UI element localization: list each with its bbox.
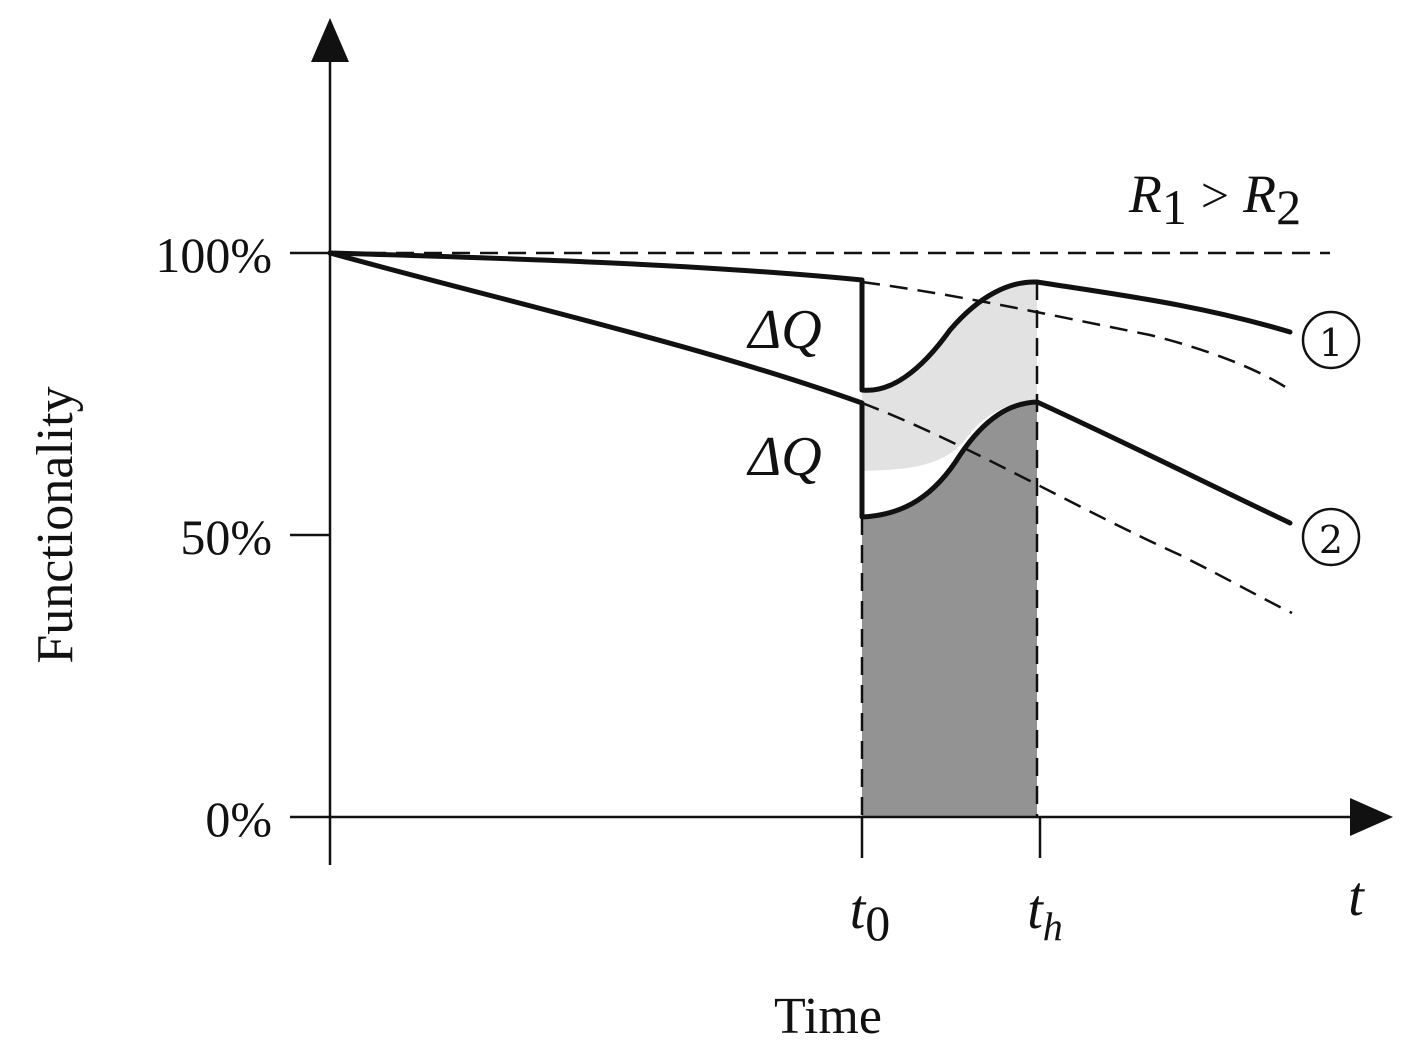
y-axis-arrowhead — [311, 18, 349, 62]
x-tick-label-th: th — [1027, 879, 1063, 949]
relation-r2-sub: 2 — [1276, 179, 1301, 235]
curve-2-marker-label: 2 — [1319, 518, 1343, 562]
curve-1-marker-circle — [1301, 310, 1361, 370]
relation-r1-sub: 1 — [1162, 179, 1187, 235]
y-tick-label-100: 100% — [155, 227, 272, 283]
x-tick-label-t0: t0 — [850, 879, 891, 951]
th-subscript: h — [1043, 904, 1063, 949]
relation-operator: > — [1201, 167, 1229, 223]
x-axis-label: Time — [774, 988, 882, 1045]
relation-r2: R — [1242, 164, 1276, 224]
relation-r1: R — [1128, 164, 1162, 224]
curve-1-solid — [327, 250, 1293, 393]
t0-subscript: 0 — [865, 895, 890, 951]
curve-2-solid — [327, 250, 1293, 526]
curve-1-baseline-dashed — [861, 280, 1291, 392]
delta-q-upper-label: ΔQ — [746, 299, 821, 361]
loss-region-upper — [862, 281, 1037, 471]
t0-base: t — [850, 879, 867, 941]
curve-2-baseline-dashed — [861, 401, 1293, 615]
curve-2-marker-circle — [1301, 507, 1361, 567]
loss-region-lower — [862, 402, 1037, 817]
delta-q-lower-label: ΔQ — [746, 426, 821, 488]
curve-1-marker-label: 1 — [1319, 321, 1343, 365]
x-axis-symbol: t — [1348, 866, 1365, 928]
y-tick-label-0: 0% — [205, 791, 272, 847]
th-base: t — [1027, 879, 1044, 941]
x-axis-arrowhead — [1350, 798, 1393, 836]
y-axis-label: Functionality — [27, 386, 84, 663]
resilience-relation-label: R1 > R2 — [1128, 164, 1301, 235]
y-tick-label-50: 50% — [180, 509, 272, 565]
